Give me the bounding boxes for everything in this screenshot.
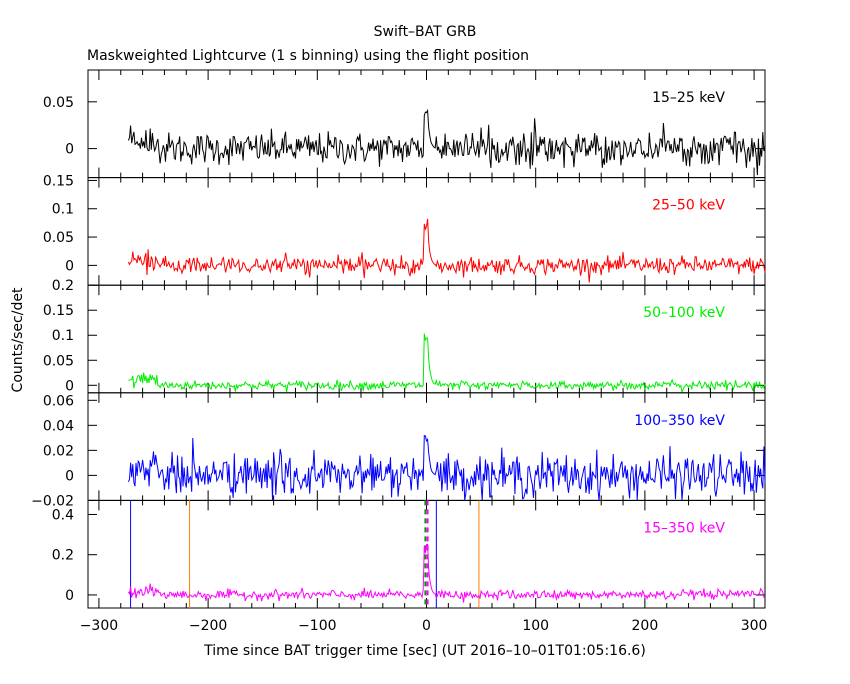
y-tick-label: 0.15 xyxy=(43,303,74,319)
panel-frame xyxy=(87,392,766,501)
panels: 0 0.05 15–25 keV 0 0.05 0.1 0.15 25–50 keV 0 0.05… xyxy=(31,69,768,634)
y-tick-label: 0.05 xyxy=(43,353,74,369)
panel-2: 0 0.05 0.1 0.15 25–50 keV xyxy=(43,173,766,286)
x-tick-label: 300 xyxy=(741,618,768,634)
x-tick-label: −100 xyxy=(298,618,336,634)
chart-subtitle: Maskweighted Lightcurve (1 s binning) us… xyxy=(87,48,529,64)
band-label: 15–350 keV xyxy=(643,520,725,536)
series-line xyxy=(127,434,766,501)
y-tick-label: 0.2 xyxy=(52,278,74,294)
x-tick-label: −300 xyxy=(80,618,118,634)
panel-3: 0 0.05 0.1 0.15 0.2 50–100 keV xyxy=(43,278,766,394)
y-tick-label: 0.2 xyxy=(52,548,74,564)
y-tick-label: 0 xyxy=(65,468,74,484)
y-tick-label: 0 xyxy=(65,588,74,604)
panel-1: 0 0.05 15–25 keV xyxy=(43,69,766,179)
y-tick-label: 0 xyxy=(65,258,74,274)
y-tick-label: 0.4 xyxy=(52,507,74,523)
series-line xyxy=(127,543,766,603)
x-tick-label: 200 xyxy=(632,618,659,634)
y-axis-label: Counts/sec/det xyxy=(10,287,26,392)
y-tick-label: −0.02 xyxy=(31,493,74,509)
x-tick-label: 0 xyxy=(422,618,431,634)
x-tick-label: 100 xyxy=(522,618,549,634)
y-tick-label: 0.04 xyxy=(43,418,74,434)
panel-5: 0 0.2 0.4 15–350 keV xyxy=(52,499,766,609)
series-line xyxy=(127,218,766,283)
chart-title: Swift–BAT GRB xyxy=(374,24,477,40)
x-axis-label: Time since BAT trigger time [sec] (UT 20… xyxy=(203,643,646,659)
y-tick-label: 0.05 xyxy=(43,95,74,111)
x-tick-label: −200 xyxy=(189,618,227,634)
panel-frame xyxy=(87,177,766,286)
series-line xyxy=(127,108,766,176)
series-line xyxy=(128,333,766,393)
y-tick-label: 0 xyxy=(65,142,74,158)
y-tick-label: 0.02 xyxy=(43,443,74,459)
band-label: 25–50 keV xyxy=(652,198,725,214)
y-tick-label: 0.15 xyxy=(43,173,74,189)
y-tick-label: 0 xyxy=(65,378,74,394)
y-tick-label: 0.1 xyxy=(52,328,74,344)
y-tick-label: 0.05 xyxy=(43,230,74,246)
panel-4: −0.02 0 0.02 0.04 0.06 100–350 keV xyxy=(31,392,766,509)
band-label: 15–25 keV xyxy=(652,90,725,106)
y-tick-label: 0.1 xyxy=(52,202,74,218)
band-label: 100–350 keV xyxy=(634,413,725,429)
y-tick-label: 0.06 xyxy=(43,393,74,409)
band-label: 50–100 keV xyxy=(643,305,725,321)
